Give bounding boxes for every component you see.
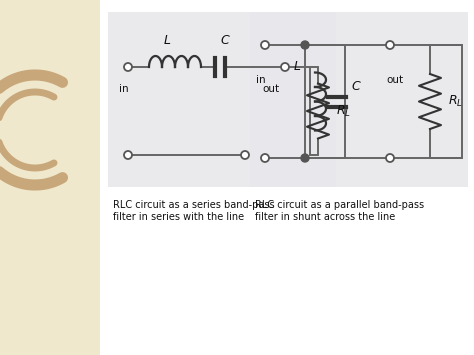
Bar: [100, 0, 474, 355]
Text: out: out: [263, 84, 280, 94]
Text: $L$: $L$: [293, 60, 301, 73]
Circle shape: [386, 154, 394, 162]
Text: RLC circuit as a parallel band-pass
filter in shunt across the line: RLC circuit as a parallel band-pass filt…: [255, 200, 424, 222]
Text: in: in: [119, 84, 129, 94]
Circle shape: [124, 151, 132, 159]
Circle shape: [261, 154, 269, 162]
Circle shape: [301, 154, 309, 162]
Text: $C$: $C$: [351, 80, 362, 93]
Text: $L$: $L$: [163, 34, 171, 48]
Bar: [250, 12, 468, 187]
Text: $R_L$: $R_L$: [336, 103, 351, 119]
Circle shape: [386, 41, 394, 49]
Circle shape: [281, 63, 289, 71]
Circle shape: [124, 63, 132, 71]
Text: $R_L$: $R_L$: [448, 94, 463, 109]
Circle shape: [261, 41, 269, 49]
Circle shape: [301, 41, 309, 49]
Bar: [0, 0, 100, 355]
Text: $C$: $C$: [219, 34, 230, 48]
Text: in: in: [256, 75, 266, 85]
Circle shape: [241, 151, 249, 159]
Bar: [108, 12, 336, 187]
Text: RLC circuit as a series band-pass
filter in series with the line: RLC circuit as a series band-pass filter…: [113, 200, 274, 222]
Text: out: out: [386, 75, 403, 85]
